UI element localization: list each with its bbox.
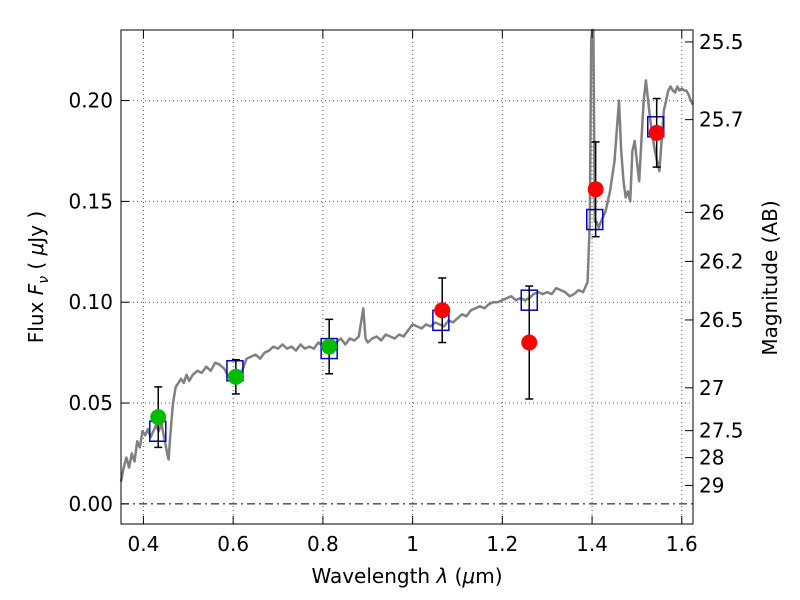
y-tick-label: 0.15 [68, 189, 113, 213]
red-data-point [587, 181, 604, 198]
green-data-point [150, 409, 167, 426]
magnitude-tick-label: 26.5 [699, 308, 744, 332]
x-tick-label: 1.6 [666, 532, 698, 556]
x-tick-label: 1.2 [486, 532, 518, 556]
plot-frame [120, 29, 694, 525]
y-tick-label: 0.20 [68, 89, 113, 113]
red-data-point [434, 302, 451, 319]
x-axis-ticks: 0.4 0.6 0.8 1 1.2 1.4 1.6 [128, 30, 698, 556]
magnitude-axis-ticks: 25.5 25.7 26 26.2 26.5 27 27.5 28 29 [685, 30, 744, 497]
x-tick-label: 0.6 [217, 532, 249, 556]
x-axis-label: Wavelength λ (μm) [311, 564, 502, 588]
y-tick-label: 0.05 [68, 391, 113, 415]
observed-points [150, 124, 665, 426]
grid-lines [121, 30, 693, 524]
green-data-point [321, 338, 338, 355]
magnitude-tick-label: 25.7 [699, 108, 744, 132]
magnitude-tick-label: 29 [699, 473, 724, 497]
magnitude-tick-label: 25.5 [699, 30, 744, 54]
magnitude-axis-label: Magnitude (AB) [758, 200, 782, 355]
y-axis-ticks: 0.00 0.05 0.10 0.15 0.20 [68, 89, 129, 516]
green-data-point [227, 368, 244, 385]
magnitude-tick-label: 26.2 [699, 249, 744, 273]
x-tick-label: 0.8 [307, 532, 339, 556]
model-box [586, 208, 604, 231]
error-bars [154, 97, 661, 449]
y-tick-label: 0.00 [68, 492, 113, 516]
y-axis-label: Flux Fν ( μJy ) [24, 211, 52, 343]
red-data-point [521, 334, 538, 351]
magnitude-tick-label: 28 [699, 446, 724, 470]
sed-curve-line [119, 28, 695, 482]
red-data-point [648, 124, 665, 141]
magnitude-tick-label: 27 [699, 376, 724, 400]
x-tick-label: 1 [406, 532, 419, 556]
sed-model-curve [119, 28, 695, 482]
magnitude-tick-label: 27.5 [699, 419, 744, 443]
x-tick-label: 1.4 [576, 532, 608, 556]
x-tick-label: 0.4 [128, 532, 160, 556]
magnitude-tick-label: 26 [699, 200, 724, 224]
y-tick-label: 0.10 [68, 290, 113, 314]
